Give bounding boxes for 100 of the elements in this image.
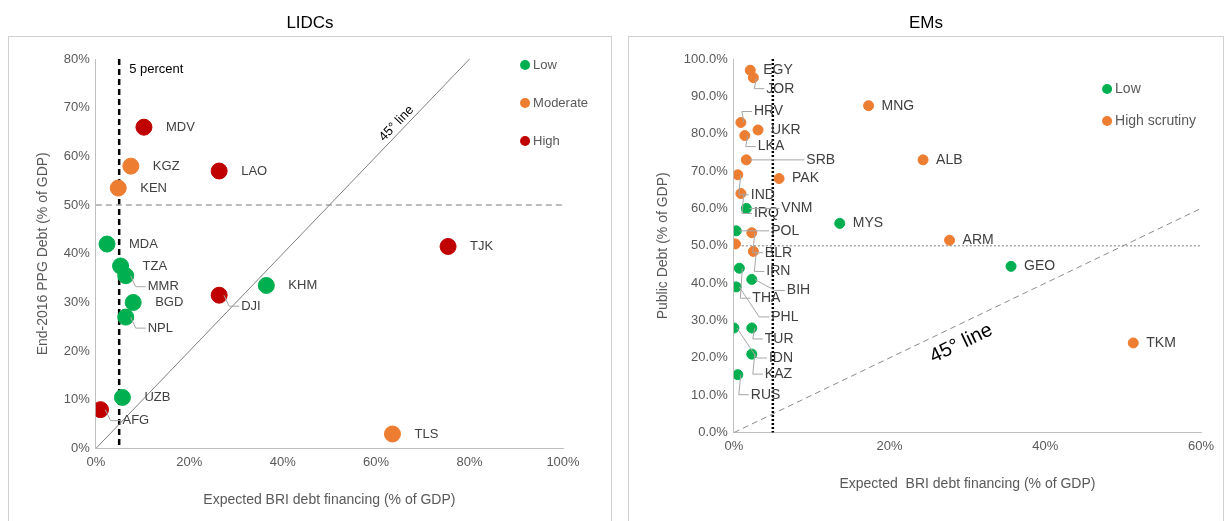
annotation: KEN bbox=[140, 179, 167, 195]
annotation: ALB bbox=[936, 150, 963, 167]
point bbox=[210, 286, 228, 304]
y-tick-label: 10.0% bbox=[691, 386, 729, 402]
point bbox=[122, 157, 140, 175]
y-tick-label: 100.0% bbox=[683, 50, 729, 66]
annotation: TZA bbox=[142, 257, 168, 273]
legend-label: High scrutiny bbox=[1115, 111, 1196, 128]
point bbox=[917, 154, 929, 166]
y-tick-label: 50% bbox=[63, 196, 91, 212]
annotation: LKA bbox=[757, 137, 785, 154]
legend-label: High bbox=[533, 132, 560, 148]
y-tick-label: 70% bbox=[63, 99, 91, 115]
annotation: MDA bbox=[129, 235, 159, 251]
y-axis-title: Public Debt (% of GDP) bbox=[654, 172, 671, 320]
y-tick-label: 10% bbox=[63, 391, 91, 407]
y-tick-label: 40% bbox=[63, 245, 91, 261]
legend-label: Moderate bbox=[533, 94, 588, 110]
annotation: DJI bbox=[241, 297, 261, 313]
annotation: NPL bbox=[147, 319, 174, 335]
annotation: BLR bbox=[764, 243, 793, 260]
x-tick-label: 60% bbox=[1187, 437, 1215, 453]
point bbox=[439, 238, 457, 255]
point bbox=[739, 130, 751, 142]
point bbox=[113, 388, 131, 406]
annotation: IRQ bbox=[753, 204, 779, 221]
point bbox=[740, 154, 752, 166]
point bbox=[210, 162, 228, 180]
y-tick-label: 0.0% bbox=[698, 424, 729, 440]
annotation: VNM bbox=[781, 199, 813, 216]
annotation: POL bbox=[771, 221, 800, 238]
point bbox=[863, 100, 875, 112]
point bbox=[773, 173, 785, 185]
annotation: LAO bbox=[241, 162, 268, 178]
y-tick-label: 50.0% bbox=[691, 237, 729, 253]
annotation: EGY bbox=[763, 61, 794, 78]
point bbox=[135, 118, 153, 136]
annotation: IDN bbox=[768, 348, 794, 365]
x-tick-label: 0% bbox=[86, 453, 106, 469]
x-axis-title: Expected BRI debt financing (% of GDP) bbox=[839, 475, 1096, 492]
y-tick-label: 80% bbox=[63, 50, 91, 66]
annotation: PAK bbox=[792, 169, 820, 186]
y-tick-label: 90.0% bbox=[691, 87, 729, 103]
annotation: MYS bbox=[852, 214, 884, 231]
annotation: THA bbox=[752, 289, 781, 306]
point bbox=[747, 72, 759, 84]
x-tick-label: 20% bbox=[176, 453, 203, 469]
point bbox=[733, 369, 744, 381]
point bbox=[944, 234, 956, 246]
y-tick-label: 60% bbox=[63, 147, 91, 163]
annotation: 45° line bbox=[375, 102, 417, 144]
annotation: TLS bbox=[414, 425, 439, 441]
legend-label: Low bbox=[533, 56, 558, 72]
annotation: PHL bbox=[771, 307, 799, 324]
point bbox=[124, 294, 142, 311]
point bbox=[257, 276, 275, 294]
point bbox=[109, 179, 127, 197]
annotation: 45° line bbox=[925, 317, 996, 367]
y-tick-label: 30% bbox=[63, 294, 91, 310]
point bbox=[746, 322, 758, 334]
y-tick-label: 80.0% bbox=[691, 125, 729, 141]
annotation: MNG bbox=[881, 96, 915, 113]
annotation: IND bbox=[750, 185, 775, 202]
point bbox=[98, 235, 116, 253]
annotation: UKR bbox=[771, 120, 801, 137]
y-tick-label: 20.0% bbox=[691, 349, 729, 365]
y-axis-title: End-2016 PPG Debt (% of GDP) bbox=[34, 152, 51, 356]
y-tick-label: 40.0% bbox=[691, 274, 729, 290]
y-tick-label: 20% bbox=[63, 342, 91, 358]
annotation: TUR bbox=[764, 329, 794, 346]
legend-label: Low bbox=[1115, 79, 1142, 96]
annotation: AFG bbox=[122, 412, 150, 428]
point bbox=[733, 169, 744, 181]
annotation: TJK bbox=[470, 238, 494, 254]
annotation: RUS bbox=[750, 385, 781, 402]
annotation: KGZ bbox=[152, 157, 180, 173]
annotation: JOR bbox=[766, 79, 795, 96]
annotation: HRV bbox=[753, 102, 784, 119]
x-tick-label: 40% bbox=[269, 453, 297, 469]
x-tick-label: 40% bbox=[1032, 437, 1059, 453]
point bbox=[834, 217, 846, 229]
x-axis-title: Expected BRI debt financing (% of GDP) bbox=[203, 491, 456, 508]
annotation: BIH bbox=[786, 281, 811, 298]
annotation: GEO bbox=[1024, 257, 1056, 274]
annotation: KHM bbox=[288, 277, 318, 293]
annotation: TKM bbox=[1146, 333, 1176, 350]
annotation: ARM bbox=[962, 231, 994, 248]
y-tick-label: 60.0% bbox=[691, 200, 729, 216]
chart-title: EMs bbox=[908, 12, 944, 34]
ref-line-label: 5 percent bbox=[129, 60, 184, 76]
point bbox=[1127, 337, 1139, 349]
annotation: MDV bbox=[165, 118, 196, 134]
y-tick-label: 30.0% bbox=[691, 312, 729, 328]
point bbox=[735, 117, 747, 129]
x-tick-label: 60% bbox=[363, 453, 390, 469]
annotation: MMR bbox=[147, 278, 179, 294]
x-tick-label: 20% bbox=[876, 437, 904, 453]
x-tick-label: 100% bbox=[546, 453, 581, 469]
annotation: BGD bbox=[155, 294, 184, 310]
point bbox=[117, 308, 135, 326]
